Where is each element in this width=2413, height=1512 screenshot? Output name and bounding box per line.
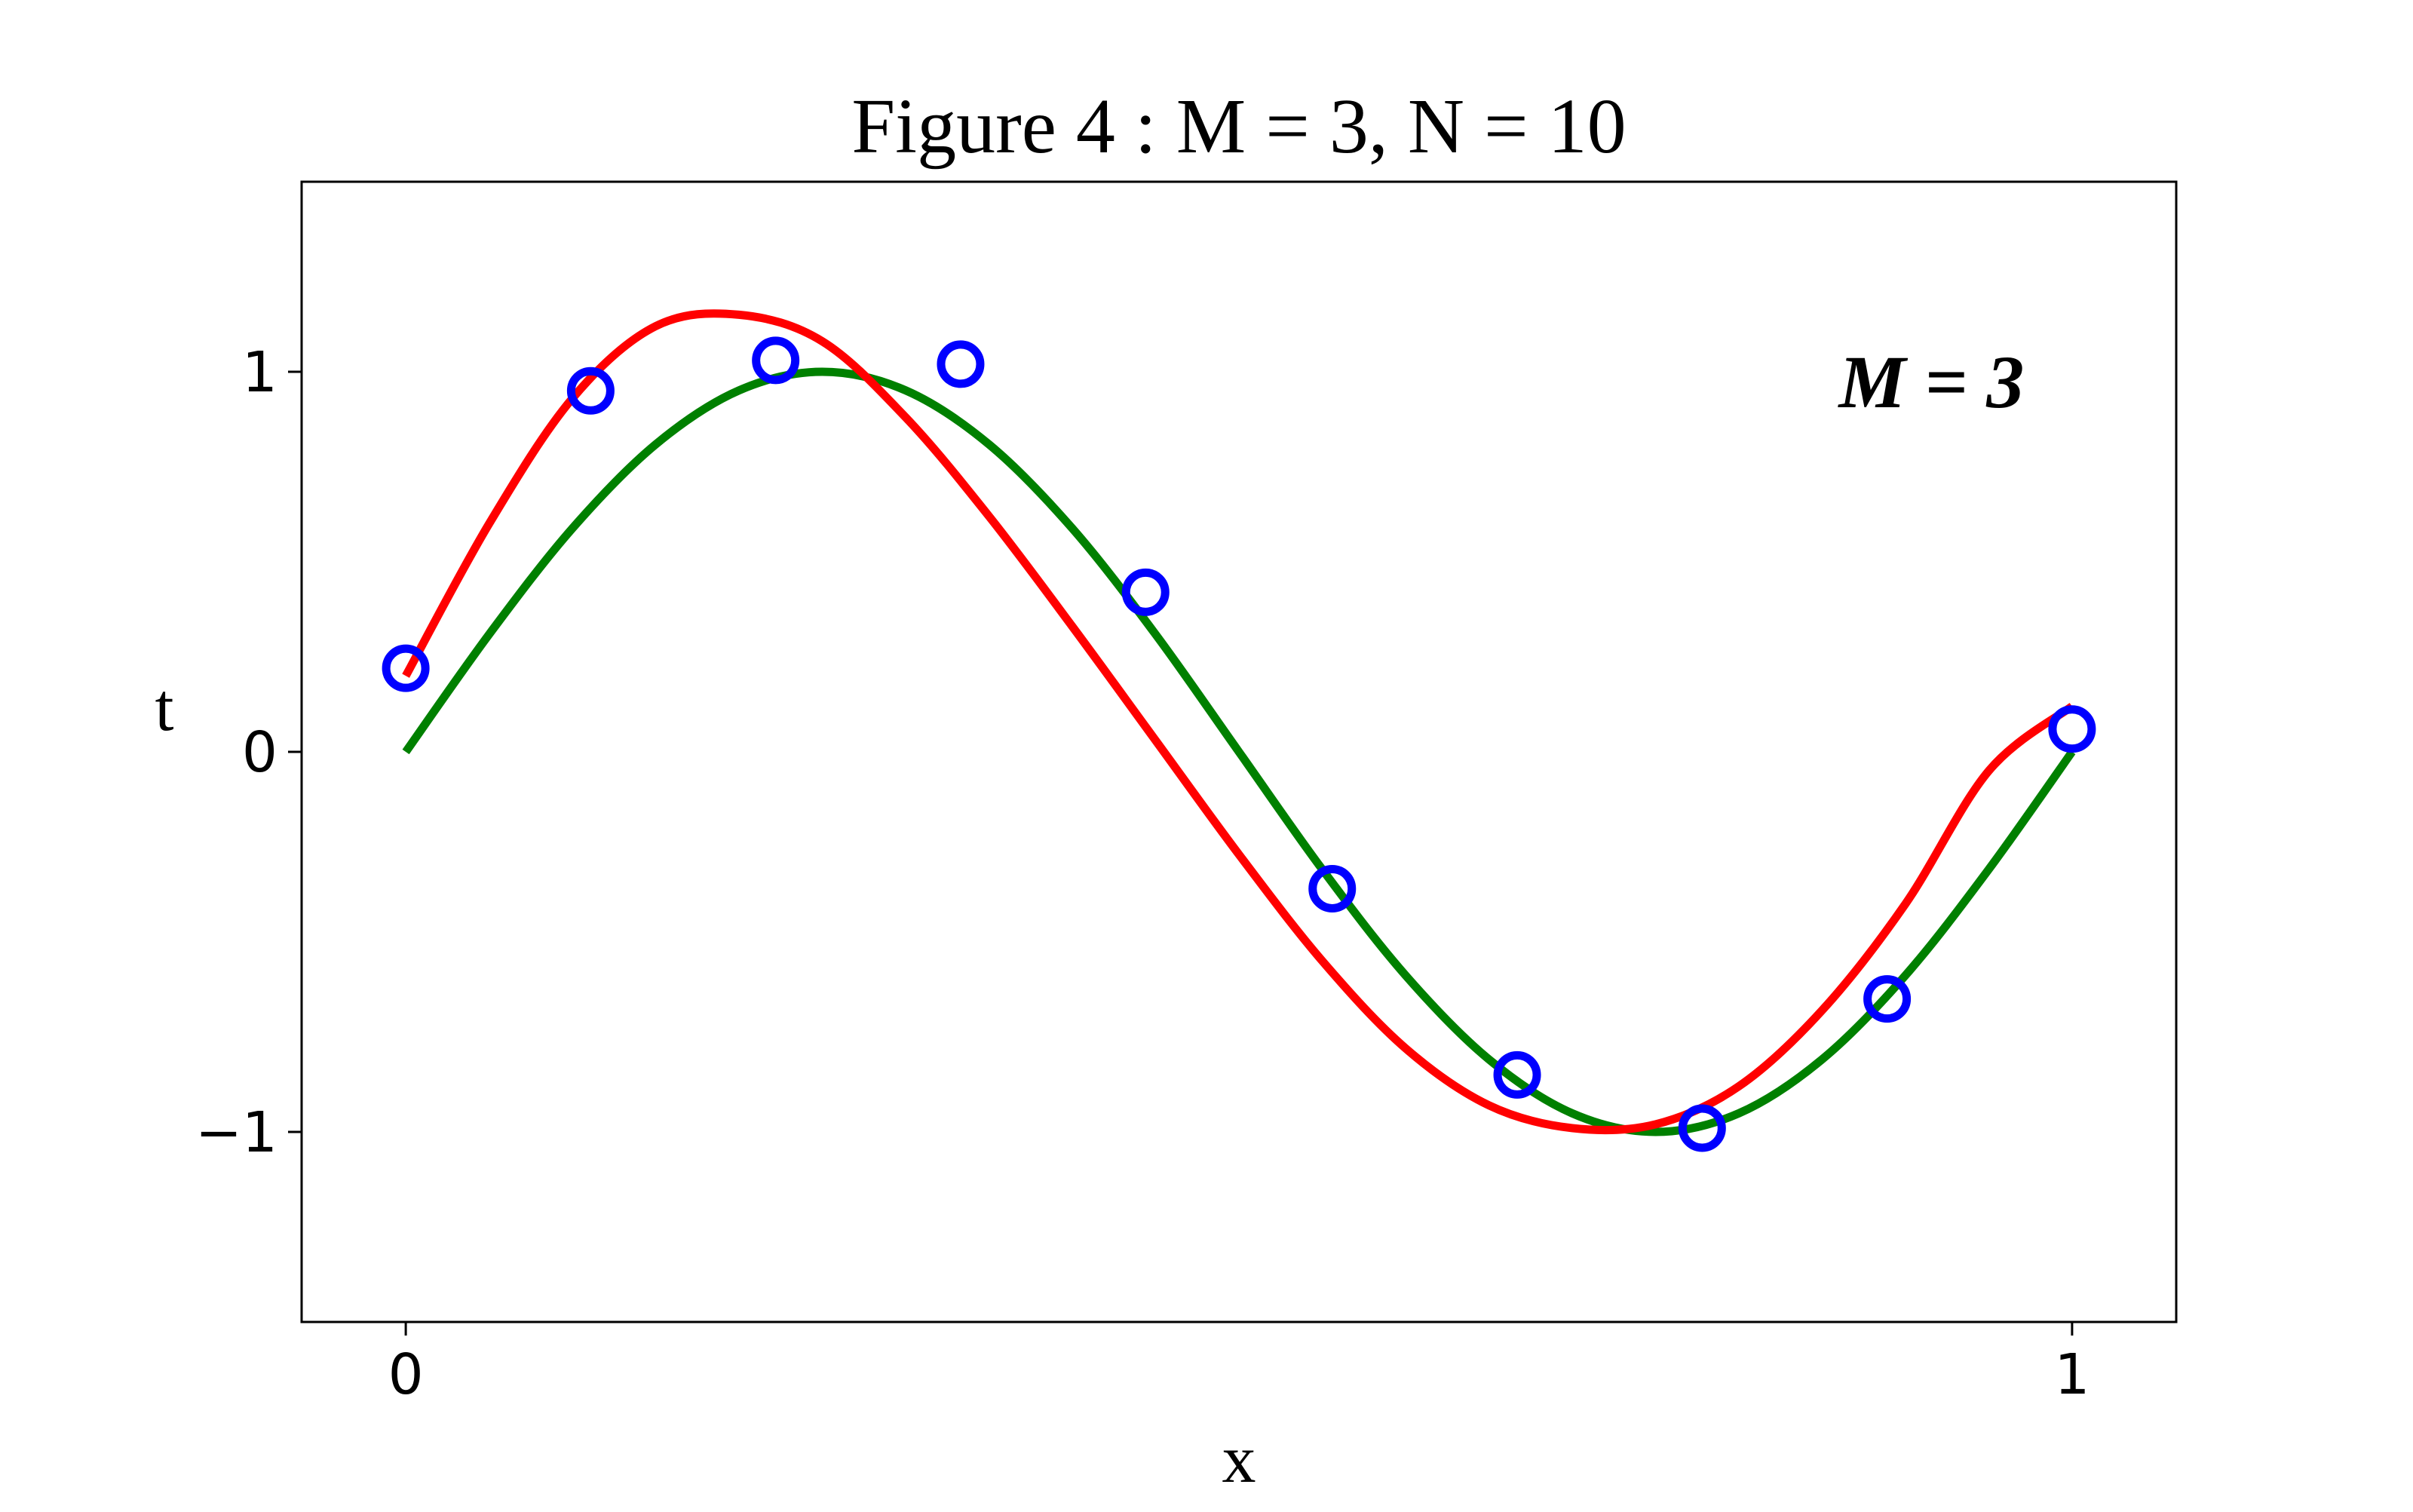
chart-title: Figure 4 : M = 3, N = 10 — [851, 83, 1626, 170]
plot-area: 0 1 1 0 −1 M = 3 — [195, 180, 2178, 1407]
y-tick-label: 1 — [242, 340, 277, 405]
data-point — [1121, 568, 1170, 616]
data-point — [752, 336, 800, 385]
data-point — [2048, 705, 2096, 753]
data-point — [1678, 1104, 1726, 1152]
data-point — [382, 644, 430, 692]
x-axis-label: x — [1222, 1422, 1256, 1497]
data-point — [1863, 975, 1912, 1023]
green-curve-line — [402, 367, 2076, 1136]
y-axis-label: t — [155, 670, 173, 745]
data-point — [937, 340, 985, 388]
data-point — [1308, 864, 1357, 912]
annotation-label: M = 3 — [1838, 340, 2025, 424]
y-tick-label: −1 — [195, 1100, 277, 1165]
x-tick-label: 1 — [2054, 1342, 2090, 1407]
y-tick-label: 0 — [242, 720, 277, 785]
data-point — [1493, 1050, 1541, 1099]
red-curve-line — [402, 309, 2075, 1135]
data-point — [566, 366, 615, 415]
x-tick-label: 0 — [388, 1342, 424, 1407]
